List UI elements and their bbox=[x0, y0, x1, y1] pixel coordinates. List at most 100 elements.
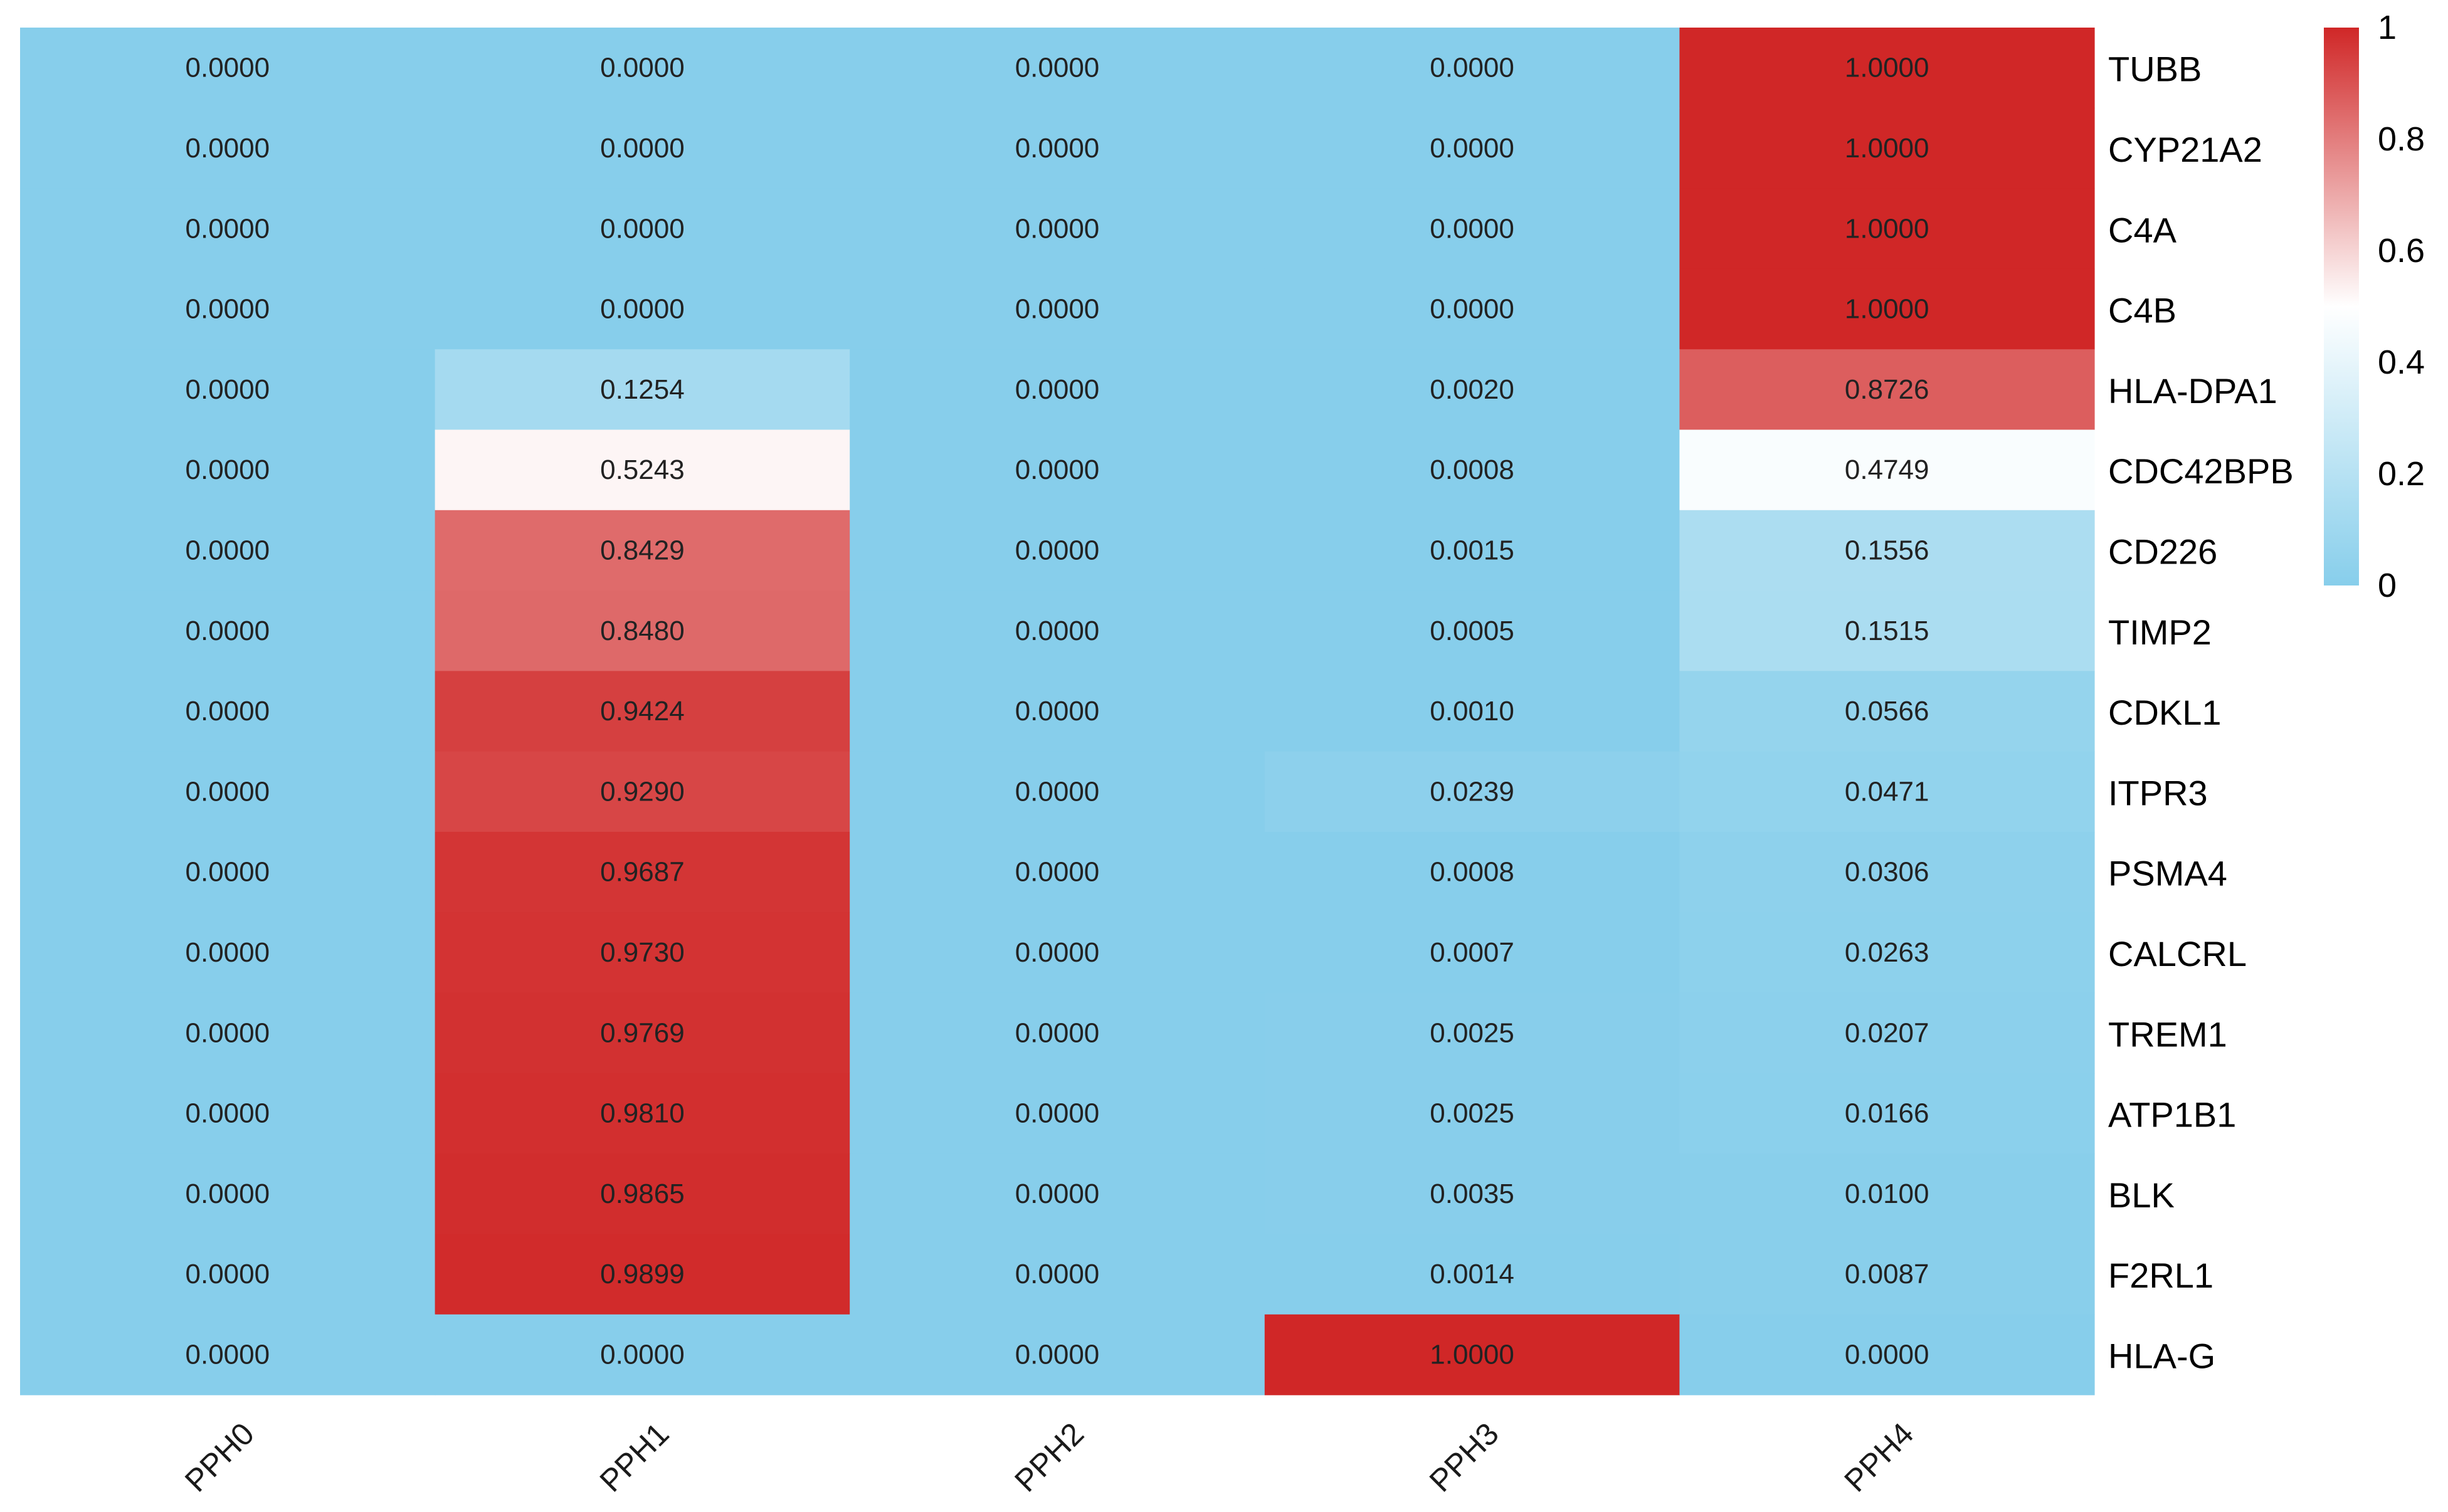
heatmap-cell bbox=[435, 1234, 850, 1315]
row-label: HLA-G bbox=[2108, 1336, 2215, 1375]
cell-value-label: 0.0000 bbox=[186, 1179, 270, 1209]
heatmap-cell bbox=[20, 28, 436, 108]
heatmap-cell bbox=[1264, 108, 1680, 189]
heatmap-cell bbox=[1679, 1234, 2095, 1315]
heatmap-cell bbox=[20, 108, 436, 189]
column-label: PPH2 bbox=[1008, 1416, 1090, 1499]
heatmap-cell bbox=[435, 1073, 850, 1154]
cell-value-label: 0.0014 bbox=[1430, 1259, 1514, 1289]
cell-value-label: 0.0000 bbox=[186, 133, 270, 164]
row-label: CYP21A2 bbox=[2108, 130, 2262, 169]
cell-value-label: 0.0000 bbox=[186, 294, 270, 325]
cell-value-label: 0.0000 bbox=[186, 1098, 270, 1129]
cell-value-label: 0.1254 bbox=[600, 374, 685, 405]
heatmap-cell bbox=[435, 28, 850, 108]
heatmap-cell bbox=[435, 349, 850, 431]
heatmap-cell bbox=[850, 992, 1265, 1074]
heatmap-cell bbox=[20, 1314, 436, 1395]
heatmap-cell bbox=[1264, 188, 1680, 270]
heatmap-cell bbox=[20, 510, 436, 591]
cell-value-label: 0.0000 bbox=[1015, 857, 1100, 888]
heatmap-cell bbox=[850, 1234, 1265, 1315]
heatmap-cell bbox=[850, 429, 1265, 511]
cell-value-label: 0.0100 bbox=[1845, 1179, 1929, 1209]
cell-value-label: 0.0000 bbox=[1015, 1179, 1100, 1209]
row-label: PSMA4 bbox=[2108, 854, 2227, 893]
cell-value-label: 0.0000 bbox=[1015, 1098, 1100, 1129]
heatmap-cell bbox=[435, 510, 850, 591]
cell-value-label: 0.9730 bbox=[600, 937, 685, 968]
heatmap-cell bbox=[1264, 912, 1680, 994]
cell-value-label: 0.0000 bbox=[1015, 294, 1100, 325]
cell-value-label: 0.0008 bbox=[1430, 857, 1514, 888]
heatmap-cell bbox=[20, 751, 436, 832]
heatmap-cell bbox=[850, 268, 1265, 350]
heatmap-cell bbox=[435, 751, 850, 832]
cell-value-label: 0.0000 bbox=[186, 616, 270, 646]
heatmap-cell bbox=[20, 1234, 436, 1315]
cell-value-label: 0.0000 bbox=[186, 937, 270, 968]
cell-value-label: 0.0015 bbox=[1430, 535, 1514, 565]
color-legend: 0 0.2 0.4 0.6 0.8 1 bbox=[2324, 9, 2425, 604]
cell-value-label: 0.0035 bbox=[1430, 1179, 1514, 1209]
cell-value-label: 0.0306 bbox=[1845, 857, 1929, 888]
cell-value-label: 0.9424 bbox=[600, 696, 685, 727]
heatmap-cell bbox=[1264, 429, 1680, 511]
cell-value-label: 1.0000 bbox=[1845, 53, 1929, 83]
cell-value-label: 0.0008 bbox=[1430, 454, 1514, 485]
heatmap-cell bbox=[1679, 751, 2095, 832]
column-label: PPH0 bbox=[178, 1416, 261, 1499]
heatmap-cell bbox=[1264, 349, 1680, 431]
heatmap-cell bbox=[1264, 1153, 1680, 1235]
heatmap-cell bbox=[850, 671, 1265, 752]
heatmap-cell bbox=[435, 832, 850, 913]
heatmap-cell bbox=[1679, 671, 2095, 752]
legend-tick-label: 0.6 bbox=[2378, 232, 2425, 270]
heatmap-cell bbox=[20, 671, 436, 752]
cell-value-label: 0.0000 bbox=[1015, 1017, 1100, 1048]
heatmap-cell bbox=[850, 1153, 1265, 1235]
cell-value-label: 0.0005 bbox=[1430, 616, 1514, 646]
heatmap-cell bbox=[20, 268, 436, 350]
cell-value-label: 0.0207 bbox=[1845, 1017, 1929, 1048]
cell-value-labels: 0.0000 0.0000 0.0000 0.0000 1.0000 0.0000 0.00… bbox=[186, 53, 1929, 1370]
legend-tick-label: 0.8 bbox=[2378, 120, 2425, 158]
cell-value-label: 0.0000 bbox=[186, 535, 270, 565]
cell-value-label: 0.0025 bbox=[1430, 1098, 1514, 1129]
cell-value-label: 0.0000 bbox=[1430, 213, 1514, 244]
row-label: F2RL1 bbox=[2108, 1256, 2213, 1295]
heatmap-cell bbox=[435, 992, 850, 1074]
legend-gradient-bar bbox=[2324, 28, 2359, 585]
cell-value-label: 0.0000 bbox=[1015, 937, 1100, 968]
heatmap-cell bbox=[435, 671, 850, 752]
heatmap-cell bbox=[1679, 429, 2095, 511]
heatmap-cell bbox=[1679, 1314, 2095, 1395]
row-label: ITPR3 bbox=[2108, 773, 2208, 812]
heatmap-cell bbox=[850, 832, 1265, 913]
cell-value-label: 0.0000 bbox=[600, 213, 685, 244]
heatmap-cell bbox=[20, 188, 436, 270]
heatmap-cell bbox=[850, 912, 1265, 994]
cell-value-label: 0.0000 bbox=[1015, 535, 1100, 565]
cell-value-label: 0.0087 bbox=[1845, 1259, 1929, 1289]
row-label: TIMP2 bbox=[2108, 612, 2212, 652]
heatmap-cell bbox=[1264, 1234, 1680, 1315]
cell-value-label: 0.0000 bbox=[1015, 1259, 1100, 1289]
heatmap-cell bbox=[1264, 1073, 1680, 1154]
cell-value-label: 0.5243 bbox=[600, 454, 685, 485]
heatmap-cell bbox=[435, 591, 850, 671]
heatmap-cell bbox=[20, 1073, 436, 1154]
cell-value-label: 1.0000 bbox=[1845, 294, 1929, 325]
heatmap-cell bbox=[1264, 28, 1680, 108]
cell-value-label: 1.0000 bbox=[1845, 213, 1929, 244]
heatmap-cell bbox=[20, 832, 436, 913]
heatmap-cell bbox=[850, 1314, 1265, 1395]
heatmap-cell bbox=[850, 28, 1265, 108]
cell-value-label: 0.0566 bbox=[1845, 696, 1929, 727]
cell-value-label: 0.0000 bbox=[186, 1017, 270, 1048]
cell-value-label: 0.8726 bbox=[1845, 374, 1929, 405]
cell-value-label: 0.1515 bbox=[1845, 616, 1929, 646]
cell-value-label: 0.0000 bbox=[186, 696, 270, 727]
cell-value-label: 0.8480 bbox=[600, 616, 685, 646]
